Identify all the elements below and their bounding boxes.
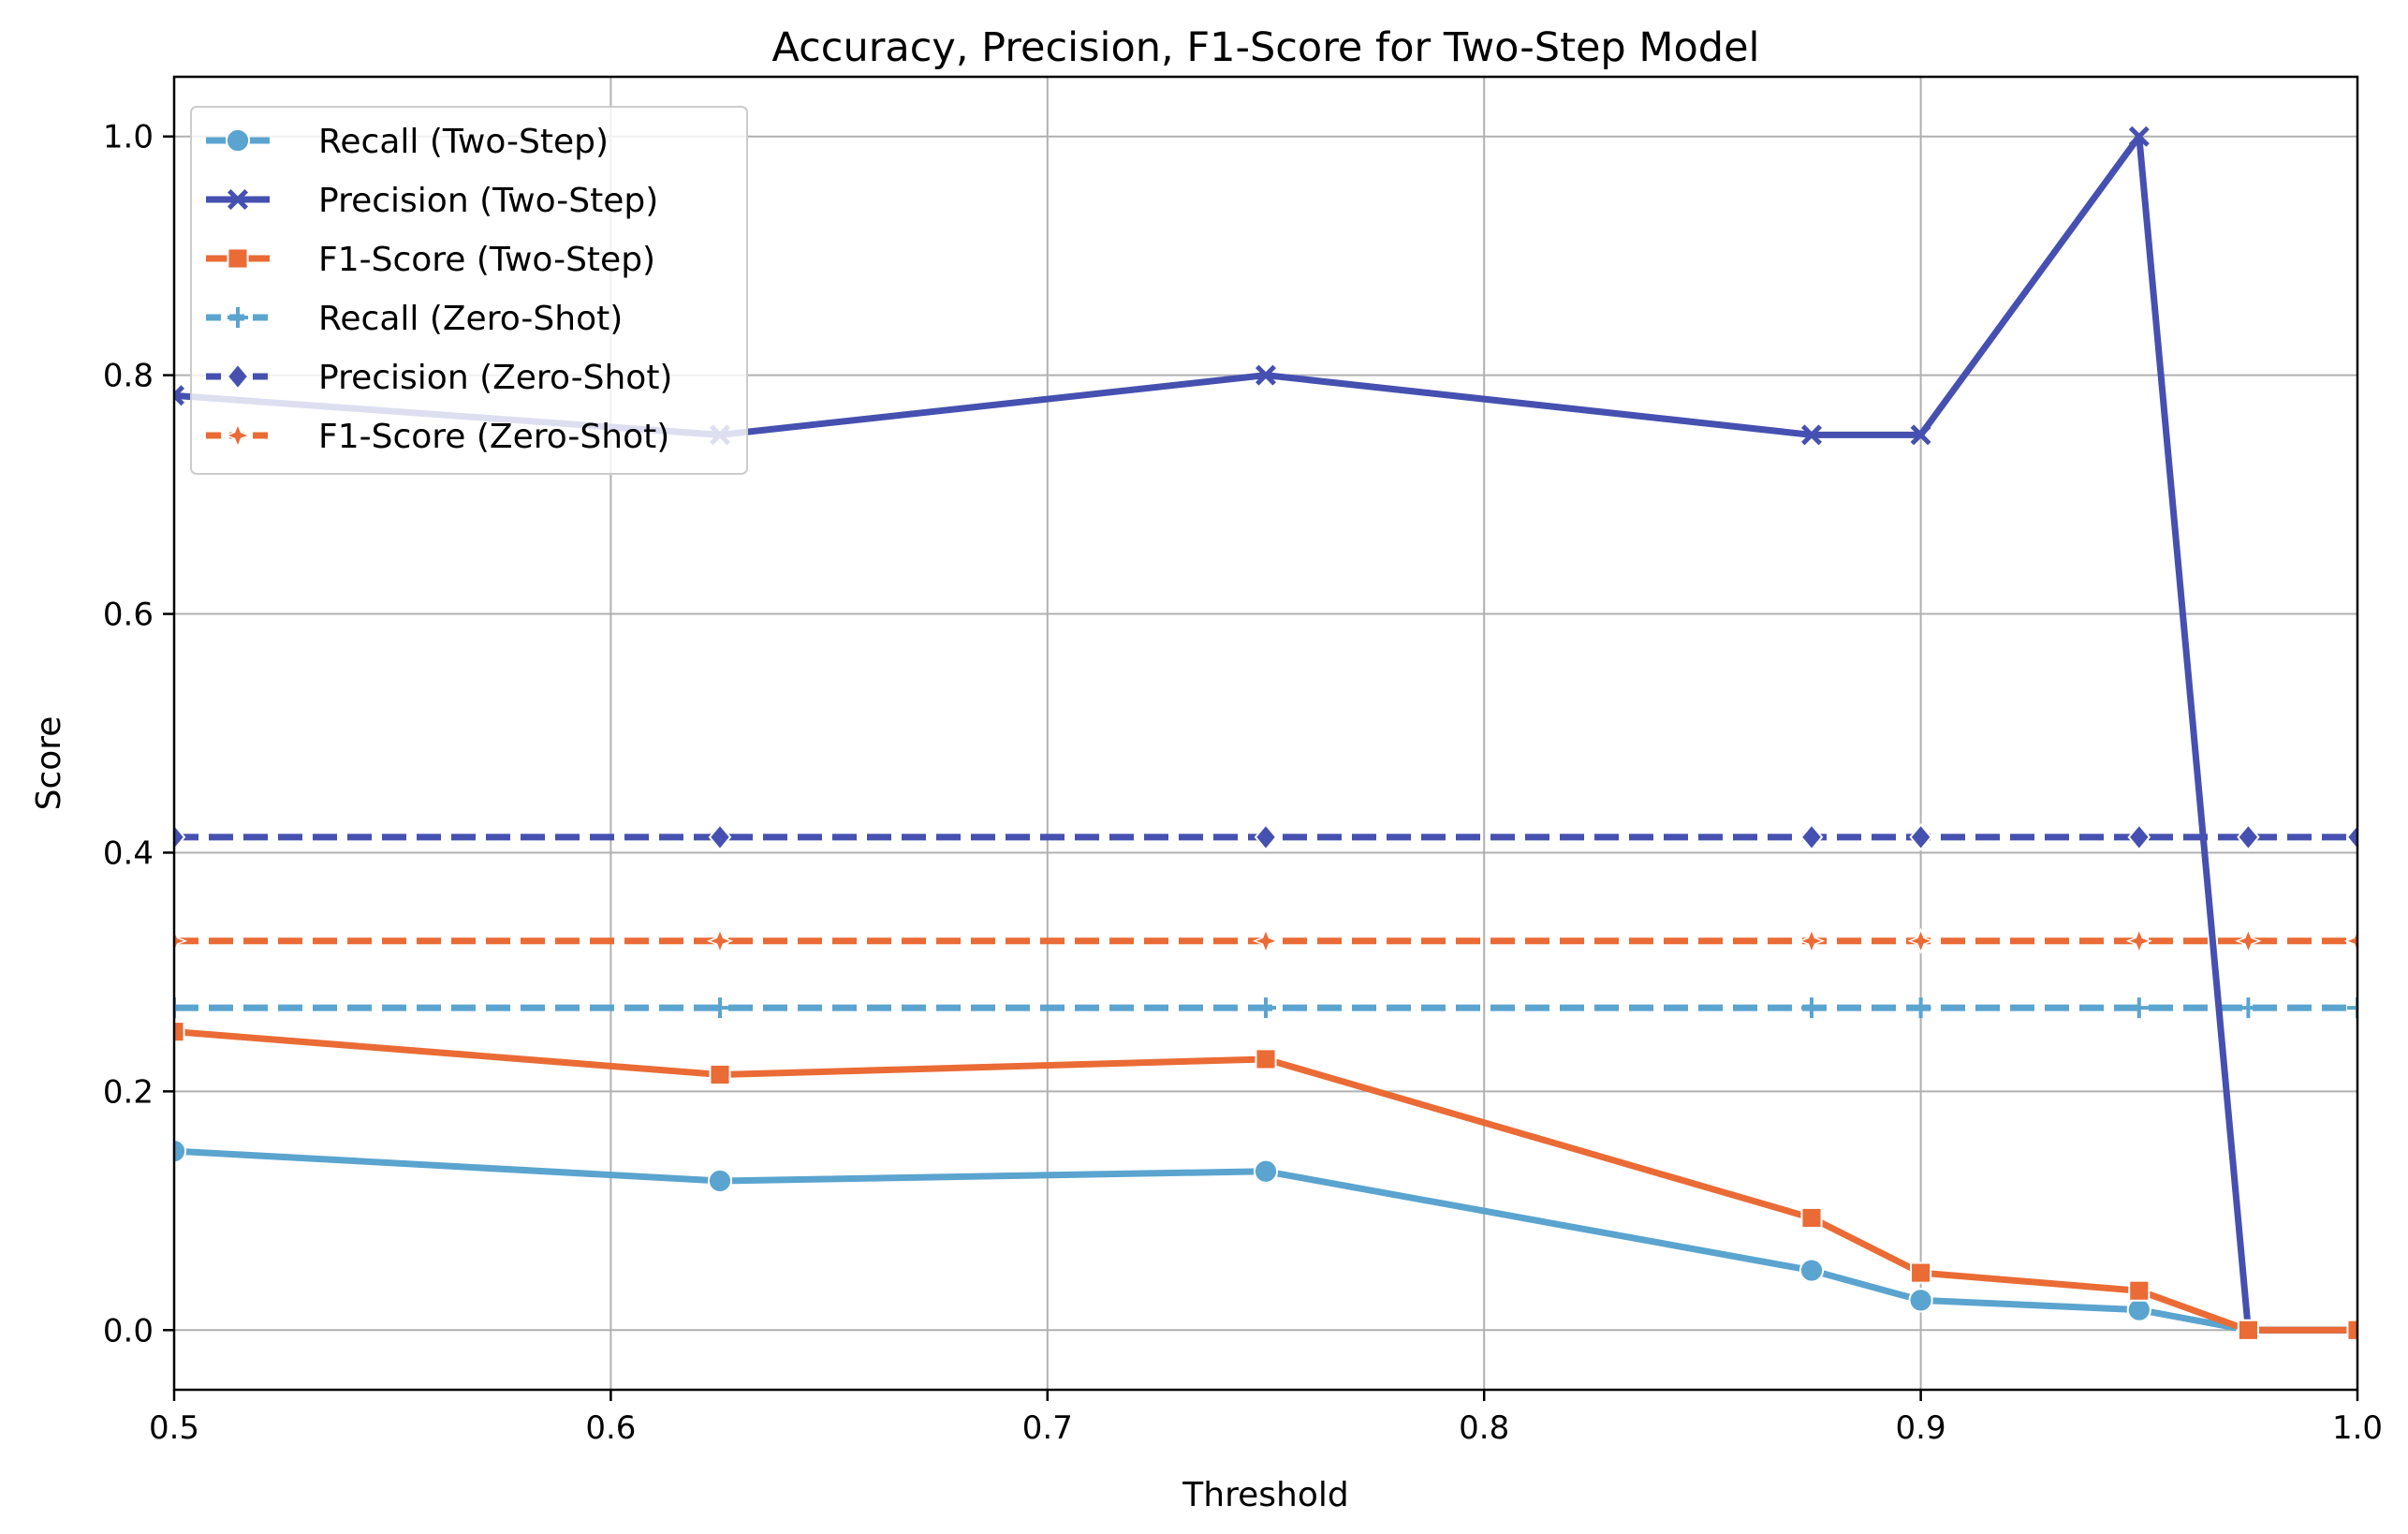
data-point-precision-zero-shot xyxy=(2237,823,2260,851)
data-point-recall-zero-shot xyxy=(1801,997,1822,1019)
legend-marker-f1-score-two-step xyxy=(227,247,249,270)
data-point-recall-two-step xyxy=(1908,1288,1933,1313)
data-point-recall-two-step xyxy=(1799,1258,1825,1283)
y-tick-label: 0.8 xyxy=(103,358,154,395)
x-tick-label: 0.6 xyxy=(585,1409,636,1447)
data-point-f1-score-zero-shot xyxy=(706,927,734,954)
data-point-recall-two-step xyxy=(1253,1158,1279,1184)
data-point-precision-zero-shot xyxy=(708,823,732,851)
legend-label-f1-score-zero-shot: F1-Score (Zero-Shot) xyxy=(318,418,669,456)
plot-frame xyxy=(172,75,2359,1392)
data-point-precision-zero-shot xyxy=(2345,823,2357,851)
data-point-precision-zero-shot xyxy=(174,823,186,851)
data-point-precision-two-step xyxy=(1800,424,1823,446)
series-line-precision-two-step xyxy=(174,133,2357,1334)
data-point-precision-two-step xyxy=(1910,424,1931,446)
legend-label-recall-two-step: Recall (Two-Step) xyxy=(318,123,609,161)
y-tick-label: 0.0 xyxy=(103,1312,154,1350)
data-point-f1-score-two-step xyxy=(2237,1319,2259,1341)
data-point-f1-score-two-step xyxy=(2128,1279,2151,1302)
legend-marker-precision-zero-shot xyxy=(226,362,250,391)
y-axis-label: Score xyxy=(30,716,68,811)
legend-box xyxy=(190,106,748,475)
data-point-precision-zero-shot xyxy=(2127,823,2151,851)
data-point-f1-score-two-step xyxy=(1255,1048,1277,1070)
y-tick-label: 0.2 xyxy=(103,1073,154,1111)
data-point-f1-score-two-step xyxy=(709,1063,731,1086)
data-point-f1-score-zero-shot xyxy=(1907,927,1934,954)
y-tick-label: 1.0 xyxy=(103,119,154,156)
series-group xyxy=(174,125,2357,1343)
data-point-recall-zero-shot xyxy=(1910,997,1931,1019)
x-tick-label: 0.9 xyxy=(1896,1409,1946,1447)
data-point-f1-score-zero-shot xyxy=(1798,927,1826,954)
legend-label-recall-zero-shot: Recall (Zero-Shot) xyxy=(318,300,623,338)
data-point-recall-zero-shot xyxy=(710,997,730,1019)
chart-title: Accuracy, Precision, F1-Score for Two-St… xyxy=(772,24,1760,71)
x-tick-label: 0.7 xyxy=(1022,1409,1073,1447)
data-point-recall-zero-shot xyxy=(2128,997,2150,1019)
data-point-f1-score-zero-shot xyxy=(2125,927,2152,954)
data-point-recall-two-step xyxy=(707,1168,733,1194)
x-axis-label: Threshold xyxy=(1182,1476,1348,1514)
data-point-f1-score-zero-shot xyxy=(1252,927,1280,954)
legend-label-f1-score-two-step: F1-Score (Two-Step) xyxy=(318,241,655,279)
data-point-recall-zero-shot xyxy=(174,997,184,1019)
data-point-precision-two-step xyxy=(2128,125,2150,147)
legend: Recall (Two-Step) Precision (Two-Step) F1-… xyxy=(190,106,748,475)
data-point-f1-score-two-step xyxy=(1910,1261,1932,1284)
data-point-precision-zero-shot xyxy=(1254,823,1278,851)
data-point-precision-two-step xyxy=(1255,364,1277,386)
data-point-recall-two-step xyxy=(2126,1297,2151,1322)
data-point-precision-zero-shot xyxy=(1909,823,1932,851)
legend-marker-recall-two-step xyxy=(225,127,251,154)
x-tick-label: 0.5 xyxy=(149,1409,199,1447)
legend-marker-recall-zero-shot xyxy=(228,307,248,328)
legend-marker-precision-two-step xyxy=(227,188,249,211)
data-point-f1-score-zero-shot xyxy=(2343,927,2357,954)
data-point-f1-score-zero-shot xyxy=(174,927,188,954)
data-point-recall-two-step xyxy=(174,1138,187,1164)
y-tick-label: 0.6 xyxy=(103,597,154,634)
data-point-precision-zero-shot xyxy=(1799,823,1824,851)
legend-label-precision-two-step: Precision (Two-Step) xyxy=(318,182,658,220)
series-line-f1-score-two-step xyxy=(174,1028,2357,1334)
x-tick-label: 0.8 xyxy=(1459,1409,1509,1447)
legend-label-precision-zero-shot: Precision (Zero-Shot) xyxy=(318,359,672,397)
data-point-f1-score-zero-shot xyxy=(2235,927,2262,954)
data-point-f1-score-two-step xyxy=(1800,1206,1823,1230)
data-point-precision-two-step xyxy=(174,385,185,406)
x-tick-label: 1.0 xyxy=(2332,1409,2383,1447)
data-point-recall-zero-shot xyxy=(2238,997,2259,1019)
y-tick-label: 0.4 xyxy=(103,834,154,872)
data-point-recall-zero-shot xyxy=(2347,997,2357,1019)
legend-marker-f1-score-zero-shot xyxy=(224,421,252,450)
data-point-recall-zero-shot xyxy=(1255,997,1276,1019)
